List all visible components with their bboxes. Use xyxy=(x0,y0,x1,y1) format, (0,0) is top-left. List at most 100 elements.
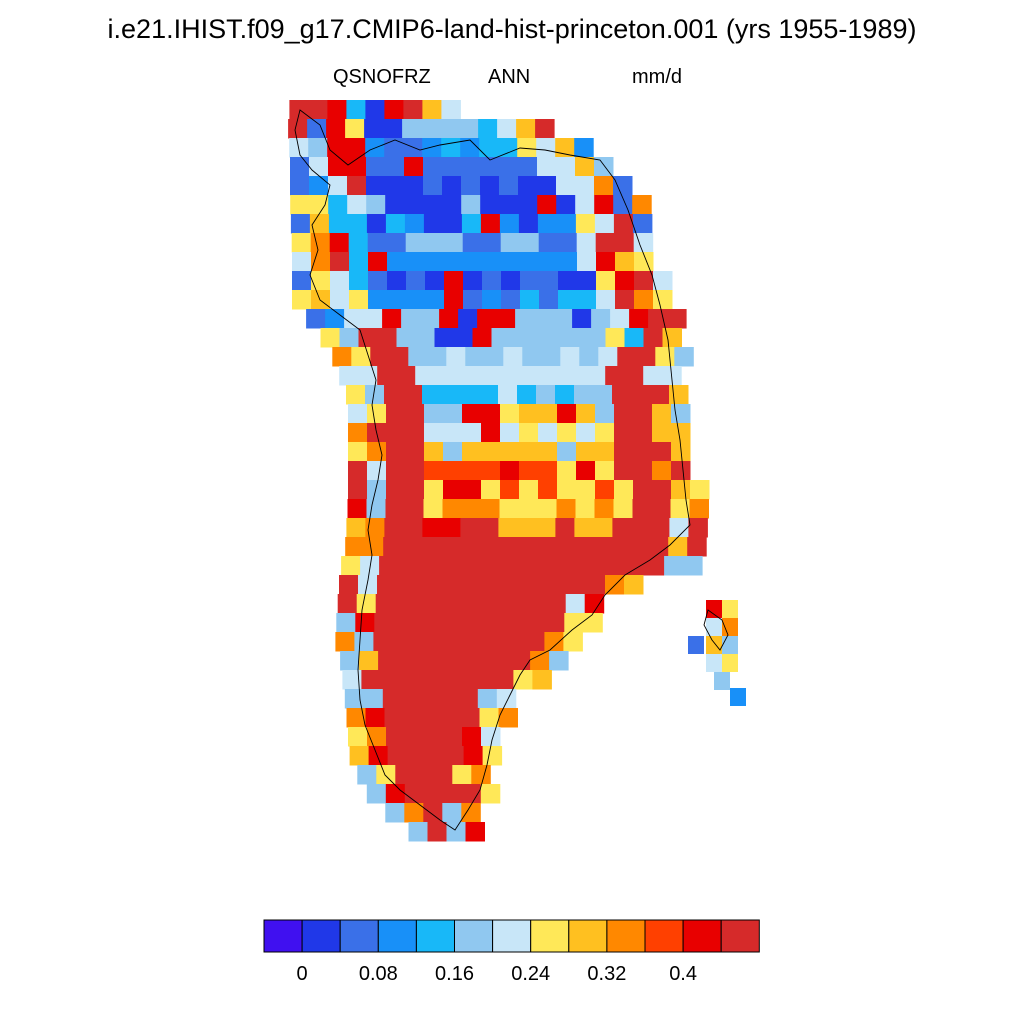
map-cell xyxy=(652,404,672,424)
map-cell xyxy=(592,537,612,557)
map-cell xyxy=(368,290,388,310)
map-cell xyxy=(423,499,443,519)
map-cell xyxy=(529,366,549,386)
map-cell xyxy=(424,461,444,481)
map-cell xyxy=(537,499,557,519)
map-cell xyxy=(411,632,431,652)
map-cell xyxy=(359,651,379,671)
map-cell xyxy=(477,309,497,329)
map-cell xyxy=(518,195,538,215)
map-cell xyxy=(397,651,417,671)
map-cell xyxy=(358,328,378,348)
map-cell xyxy=(387,746,408,766)
map-cell xyxy=(404,214,425,234)
map-cell xyxy=(363,309,383,329)
map-cell xyxy=(424,442,444,462)
map-cell xyxy=(548,575,568,595)
map-cell xyxy=(365,385,385,405)
map-cell xyxy=(386,727,406,747)
map-cell xyxy=(348,727,368,747)
map-cell xyxy=(565,594,586,614)
map-cell xyxy=(615,271,635,291)
map-cell xyxy=(339,328,359,348)
map-cell xyxy=(481,442,501,462)
map-cell xyxy=(430,632,450,652)
map-cell xyxy=(384,518,404,538)
map-cell xyxy=(367,461,387,481)
map-cell xyxy=(385,195,405,215)
map-cell xyxy=(498,138,518,158)
map-cell xyxy=(386,461,406,481)
map-cell xyxy=(420,689,441,709)
map-cell xyxy=(460,708,480,728)
map-cell xyxy=(422,138,442,158)
map-cell xyxy=(510,366,530,386)
map-cell xyxy=(439,309,459,329)
map-cell xyxy=(384,100,404,120)
map-cell xyxy=(403,100,423,120)
map-cell xyxy=(363,689,384,709)
map-cell xyxy=(310,233,331,253)
map-cell xyxy=(605,328,625,348)
map-cell xyxy=(425,252,445,272)
map-cell xyxy=(472,575,492,595)
map-cell xyxy=(357,765,377,785)
map-cell xyxy=(441,385,461,405)
map-cell xyxy=(340,651,360,671)
map-cell xyxy=(474,556,494,576)
map-cell xyxy=(536,518,556,538)
map-cell xyxy=(484,347,504,367)
map-cell xyxy=(422,708,442,728)
map-cell xyxy=(563,632,583,652)
map-cell xyxy=(336,613,356,633)
map-cell xyxy=(517,385,537,405)
map-cell xyxy=(440,119,460,139)
map-cell xyxy=(423,214,444,234)
map-cell xyxy=(348,442,368,462)
map-cell xyxy=(688,518,708,538)
map-cell xyxy=(482,252,502,272)
map-cell xyxy=(506,632,526,652)
map-cell xyxy=(500,442,520,462)
map-cell xyxy=(670,499,690,519)
greenland-coastline xyxy=(294,109,729,831)
map-cell xyxy=(633,442,653,462)
map-cell xyxy=(365,518,385,538)
map-cell xyxy=(405,442,425,462)
map-cell xyxy=(386,404,406,424)
map-cell xyxy=(462,233,483,253)
map-cell xyxy=(368,271,388,291)
map-cell xyxy=(630,537,650,557)
map-cell xyxy=(499,214,520,234)
map-cell xyxy=(557,404,577,424)
map-cell xyxy=(535,537,555,557)
map-cell xyxy=(554,537,574,557)
map-cell xyxy=(454,651,474,671)
map-cell xyxy=(649,537,669,557)
map-cell xyxy=(335,632,355,652)
map-cell xyxy=(404,157,424,177)
map-cell xyxy=(387,271,407,291)
colorbar-tick-label: 0.08 xyxy=(359,963,398,985)
map-cell xyxy=(424,423,444,443)
map-cell xyxy=(366,214,387,234)
map-cell xyxy=(423,803,443,823)
map-cell xyxy=(500,461,520,481)
map-cell xyxy=(459,537,479,557)
map-cell xyxy=(422,385,442,405)
map-cell xyxy=(361,670,381,690)
map-cell xyxy=(366,176,386,196)
map-cell xyxy=(349,252,369,272)
map-cell xyxy=(567,328,587,348)
map-cell xyxy=(292,252,312,272)
map-cell xyxy=(612,518,632,538)
map-cell xyxy=(441,518,461,538)
map-cell xyxy=(366,157,386,177)
map-cell xyxy=(368,746,389,766)
map-cell xyxy=(480,176,500,196)
map-cell xyxy=(671,461,691,481)
map-cell xyxy=(498,708,518,728)
colorbar-box xyxy=(606,919,646,953)
map-cell xyxy=(534,309,554,329)
